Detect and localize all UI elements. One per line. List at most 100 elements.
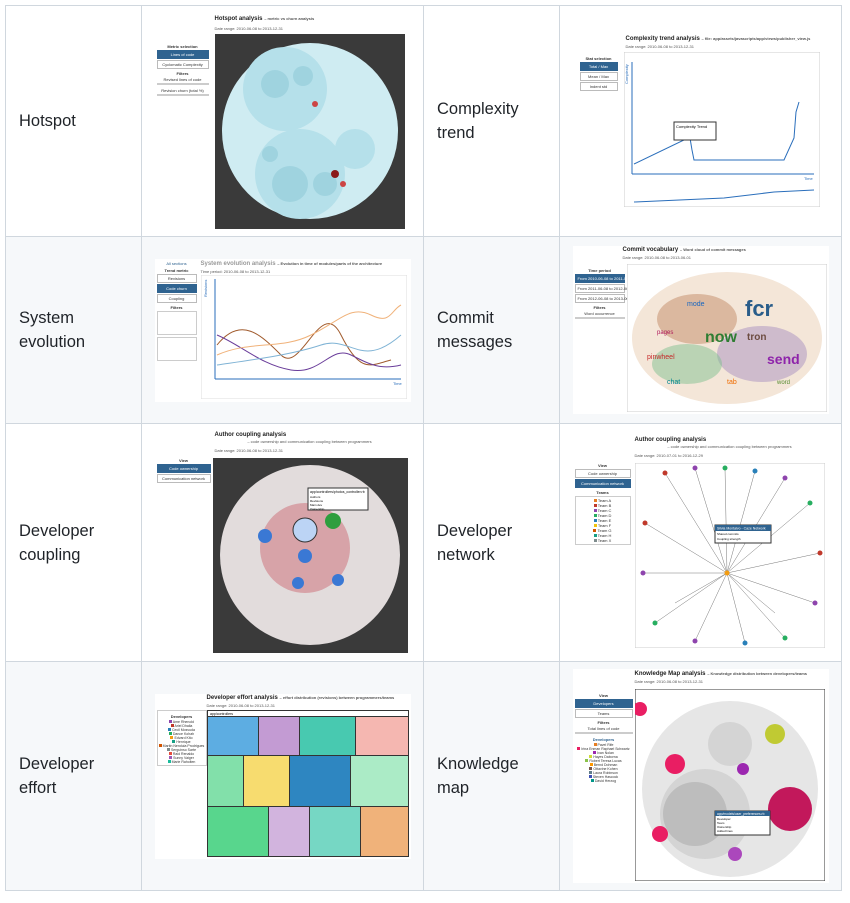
developer-legend-item[interactable]: Marie Raholten: [159, 759, 205, 764]
team-legend-item[interactable]: Team A: [577, 498, 629, 503]
team-legend-item[interactable]: Team E: [577, 518, 629, 523]
developer-effort-screenshot-cell[interactable]: Developer effort analysis – effort distr…: [141, 661, 424, 891]
filter-slider[interactable]: [574, 732, 633, 734]
knowledge-map-screenshot-cell[interactable]: Knowledge Map analysis – Knowledge distr…: [559, 661, 842, 891]
developer-node[interactable]: [642, 520, 647, 526]
trend-button[interactable]: Coupling: [156, 293, 197, 303]
hotspot-circle[interactable]: [311, 100, 318, 107]
complexity-trend-chart[interactable]: Complexity Trend Complexity Time: [623, 51, 820, 207]
file-circle[interactable]: [727, 847, 742, 861]
module-circle[interactable]: [261, 145, 278, 162]
developer-legend-item[interactable]: Laura Robinson: [575, 771, 633, 775]
system-evolution-screenshot-cell[interactable]: System evolution analysis – Evolution in…: [141, 236, 424, 424]
file-circle[interactable]: [634, 702, 647, 716]
period-button[interactable]: From 2012-06-08 to 2013-06-01: [574, 294, 634, 303]
word-cloud[interactable]: fcr now tron send pinwheel chat tab mode…: [626, 264, 827, 412]
developer-legend-item[interactable]: Cecil Mosvuda: [159, 727, 205, 732]
developer-network-graph[interactable]: Silvia Montalvo - Caze Network Shared co…: [634, 463, 825, 648]
view-button-teams[interactable]: Teams: [574, 709, 633, 718]
treemap-cell[interactable]: [289, 755, 350, 806]
module-circle[interactable]: [707, 722, 752, 766]
system-evolution-screenshot[interactable]: System evolution analysis – Evolution in…: [154, 258, 411, 402]
filter-slider[interactable]: [156, 82, 209, 85]
trend-button[interactable]: Code churn: [156, 283, 197, 293]
word[interactable]: fcr: [745, 296, 774, 321]
word[interactable]: word: [776, 380, 790, 386]
treemap-cell[interactable]: [243, 755, 289, 806]
developer-node[interactable]: [782, 475, 787, 481]
developer-legend-item[interactable]: Ame Rhenold: [159, 719, 205, 724]
developer-legend-item[interactable]: Martin Nenduia Prodrigues: [158, 743, 205, 748]
metric-button-complexity[interactable]: Cyclomatic Complexity: [156, 59, 209, 69]
developer-legend-item[interactable]: Bernd Dohman: [575, 763, 633, 767]
developer-node[interactable]: [640, 570, 645, 576]
treemap-cell[interactable]: [355, 716, 408, 755]
developer-network-screenshot[interactable]: Author coupling analysis – code ownershi…: [572, 435, 829, 650]
developer-legend-item[interactable]: Henrique: [159, 739, 205, 744]
view-button-network[interactable]: Communication network: [156, 474, 211, 483]
developer-coupling-screenshot-cell[interactable]: Author coupling analysis – code ownershi…: [141, 423, 424, 662]
hotspot-circle[interactable]: [330, 169, 339, 178]
team-legend-item[interactable]: Team F: [577, 523, 629, 528]
filter-box[interactable]: [156, 310, 197, 335]
view-button-developers[interactable]: Developers: [574, 699, 633, 708]
module-circle[interactable]: [312, 171, 337, 196]
file-circle[interactable]: [736, 763, 749, 775]
developer-node[interactable]: [817, 550, 822, 556]
view-button-ownership[interactable]: Code ownership: [574, 469, 631, 478]
word[interactable]: chat: [667, 379, 680, 386]
developer-network-screenshot-cell[interactable]: Author coupling analysis – code ownershi…: [559, 423, 842, 662]
file-circle[interactable]: [651, 826, 668, 842]
developer-node[interactable]: [692, 638, 697, 644]
treemap-cell[interactable]: [207, 806, 268, 856]
developer-legend-item[interactable]: Steven Hascock: [575, 775, 633, 779]
commit-messages-screenshot-cell[interactable]: Commit vocabulary – Word cloud of commit…: [559, 236, 842, 424]
treemap-cell[interactable]: [350, 755, 408, 806]
developer-legend-item[interactable]: Pavel Rife: [575, 743, 633, 747]
treemap-cell[interactable]: [309, 806, 360, 856]
file-circle[interactable]: [331, 574, 344, 586]
treemap-cell[interactable]: [268, 806, 309, 856]
developer-node[interactable]: [722, 465, 727, 471]
developer-legend-item[interactable]: Ariel Dhalia: [159, 723, 205, 728]
developer-node[interactable]: [652, 620, 657, 626]
complexity-trend-screenshot[interactable]: Complexity trend analysis – file: app/as…: [578, 34, 824, 209]
file-circle[interactable]: [291, 577, 304, 589]
developer-legend-item[interactable]: Ivan Nolan: [575, 751, 633, 755]
commit-messages-screenshot[interactable]: Commit vocabulary – Word cloud of commit…: [572, 246, 829, 414]
file-circle[interactable]: [297, 549, 312, 563]
team-legend-item[interactable]: Team X: [577, 538, 629, 543]
hotspot-screenshot-cell[interactable]: Hotspot analysis – metric vs churn analy…: [141, 5, 424, 237]
trend-button[interactable]: Revisions: [156, 273, 197, 283]
developer-coupling-screenshot[interactable]: Author coupling analysis – code ownershi…: [155, 430, 411, 655]
developer-legend-item[interactable]: Serguinso Sarte: [159, 747, 205, 752]
treemap-cell[interactable]: [360, 806, 408, 856]
team-legend-item[interactable]: Team C: [577, 508, 629, 513]
developer-legend-item[interactable]: Sunny Vaiger: [159, 755, 205, 760]
knowledge-map-screenshot[interactable]: Knowledge Map analysis – Knowledge distr…: [572, 669, 829, 883]
treemap-cell[interactable]: [207, 716, 258, 755]
team-legend-item[interactable]: Team H: [577, 533, 629, 538]
hotspot-circle-pack[interactable]: [214, 33, 405, 229]
developer-legend-item[interactable]: Edvard Kito: [159, 735, 205, 740]
file-circle[interactable]: [662, 782, 727, 846]
effort-treemap[interactable]: app/controllers: [206, 709, 409, 857]
period-button[interactable]: From 2010-06-08 to 2011-06-08: [574, 274, 634, 283]
developer-legend-item[interactable]: Raid Renaldo: [159, 751, 205, 756]
ownership-circle-pack[interactable]: app/controllers/photos_controller.rb Aut…: [212, 458, 408, 653]
all-sections-link[interactable]: All sections: [166, 260, 187, 266]
treemap-cell[interactable]: [258, 716, 299, 755]
metric-button-loc[interactable]: Lines of code: [156, 49, 209, 59]
stat-button[interactable]: Mean / Max: [579, 71, 618, 81]
developer-legend-item[interactable]: Robert Teresa Lucas: [575, 759, 633, 763]
module-circle[interactable]: [260, 69, 289, 98]
stat-button[interactable]: Total / Max: [579, 61, 618, 71]
file-circle[interactable]: [664, 754, 685, 774]
hotspot-circle[interactable]: [339, 180, 346, 187]
developer-node[interactable]: [807, 500, 812, 506]
developer-legend-item[interactable]: Ottavine Kohen: [575, 767, 633, 771]
developer-node[interactable]: [782, 635, 787, 641]
view-button-ownership[interactable]: Code ownership: [156, 464, 211, 473]
file-circle[interactable]: [767, 787, 812, 831]
filter-slider[interactable]: [574, 317, 625, 319]
